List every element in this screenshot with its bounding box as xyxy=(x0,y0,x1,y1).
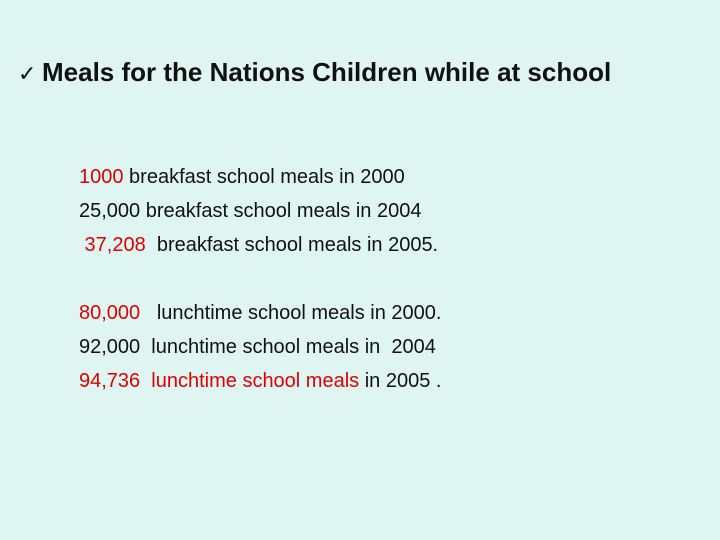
plain-text: in 2005 . xyxy=(359,370,442,392)
checkmark-icon: ✓ xyxy=(18,62,37,87)
meal-statistics: 1000 breakfast school meals in 2000 25,0… xyxy=(79,160,699,398)
breakfast-line-2004: 25,000 breakfast school meals in 2004 xyxy=(79,194,699,228)
plain-text: lunchtime school meals in 2000. xyxy=(140,302,442,324)
lunch-line-2004: 92,000 lunchtime school meals in 2004 xyxy=(79,330,699,364)
plain-text: 92,000 lunchtime school meals in 2004 xyxy=(79,336,436,358)
breakfast-line-2000: 1000 breakfast school meals in 2000 xyxy=(79,160,699,194)
plain-text: breakfast school meals in 2000 xyxy=(123,166,405,188)
lunch-line-2000: 80,000 lunchtime school meals in 2000. xyxy=(79,296,699,330)
highlight-text: 94,736 lunchtime school meals xyxy=(79,370,360,392)
slide-title-text: Meals for the Nations Children while at … xyxy=(42,57,612,87)
plain-text: 25,000 breakfast school meals in 2004 xyxy=(79,200,422,222)
spacer xyxy=(79,262,699,296)
slide-title: ✓ Meals for the Nations Children while at… xyxy=(18,54,718,93)
highlight-text: 80,000 xyxy=(79,302,141,324)
highlight-text: 37,208 xyxy=(79,234,146,256)
breakfast-line-2005: 37,208 breakfast school meals in 2005. xyxy=(79,228,699,262)
highlight-text: 1000 xyxy=(79,166,124,188)
lunch-line-2005: 94,736 lunchtime school meals in 2005 . xyxy=(79,364,699,398)
plain-text: breakfast school meals in 2005. xyxy=(145,234,439,256)
